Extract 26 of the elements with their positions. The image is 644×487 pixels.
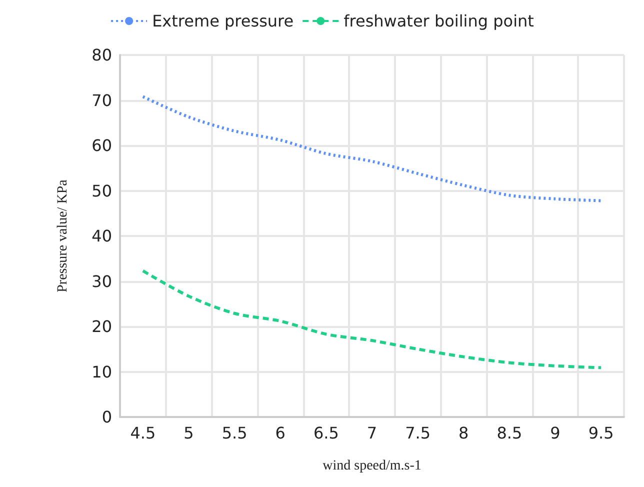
y-tick-label: 70 <box>92 90 112 110</box>
x-tick-label: 7 <box>366 424 378 442</box>
y-tick-label: 30 <box>92 272 112 291</box>
y-tick-label: 40 <box>92 226 112 246</box>
y-tick-label: 10 <box>92 362 112 382</box>
legend-label: freshwater boiling point <box>344 12 534 30</box>
y-tick-label: 80 <box>92 46 112 64</box>
x-axis-title: wind speed/m.s-1 <box>322 458 422 474</box>
y-axis-title: Pressure value/ KPa <box>56 178 70 292</box>
x-tick-label: 9.5 <box>588 424 614 442</box>
line-series <box>141 95 603 202</box>
x-tick-label: 7.5 <box>405 424 431 442</box>
y-tick-label: 0 <box>102 408 112 426</box>
x-tick-label: 9 <box>550 424 560 442</box>
x-tick-label: 6.5 <box>313 424 339 442</box>
x-tick-label: 5.5 <box>222 424 248 442</box>
x-tick-label: 6 <box>275 424 286 442</box>
x-tick-label: 8.5 <box>496 424 522 442</box>
x-tick-label: 4.5 <box>130 424 156 442</box>
line-series <box>141 269 603 370</box>
y-tick-label: 60 <box>92 136 112 155</box>
y-tick-label: 50 <box>92 181 112 200</box>
x-tick-label: 8 <box>458 424 469 442</box>
y-tick-label: 20 <box>92 317 112 336</box>
legend-label: Extreme pressure <box>152 12 294 30</box>
x-tick-label: 5 <box>184 424 194 442</box>
